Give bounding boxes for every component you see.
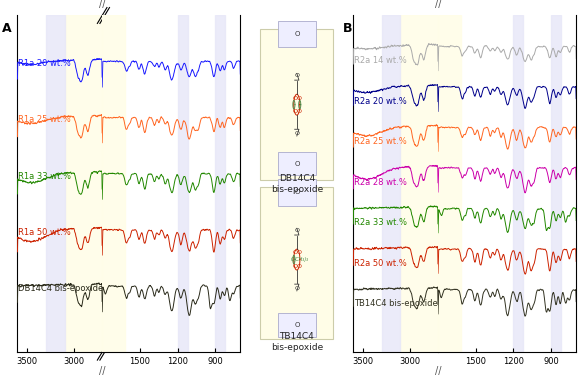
Bar bbox=[551, 15, 561, 352]
Text: O: O bbox=[296, 250, 301, 255]
FancyBboxPatch shape bbox=[278, 152, 316, 175]
Text: O: O bbox=[294, 131, 299, 136]
Bar bbox=[46, 15, 65, 352]
Text: A: A bbox=[2, 22, 12, 35]
Bar bbox=[65, 15, 102, 352]
Text: //: // bbox=[435, 366, 441, 376]
FancyBboxPatch shape bbox=[260, 29, 333, 180]
Text: O: O bbox=[294, 189, 300, 195]
Text: O: O bbox=[296, 264, 301, 269]
Text: DB14C4
bis-epoxide: DB14C4 bis-epoxide bbox=[271, 174, 323, 194]
FancyBboxPatch shape bbox=[278, 21, 316, 48]
Bar bbox=[178, 15, 187, 352]
Text: O: O bbox=[294, 228, 299, 233]
Text: O: O bbox=[294, 286, 299, 291]
Text: R2a 50 wt.%: R2a 50 wt.% bbox=[354, 259, 407, 267]
Bar bbox=[102, 15, 125, 352]
Text: R1a 33 wt.%: R1a 33 wt.% bbox=[18, 171, 71, 181]
Text: R2a 33 wt.%: R2a 33 wt.% bbox=[354, 218, 407, 227]
Text: O: O bbox=[296, 96, 301, 101]
Text: O: O bbox=[292, 250, 297, 255]
Text: O: O bbox=[292, 264, 297, 269]
Text: //: // bbox=[435, 0, 441, 9]
Bar bbox=[400, 15, 438, 352]
Bar bbox=[382, 15, 400, 352]
Text: DB14C4 bis-epoxide: DB14C4 bis-epoxide bbox=[18, 284, 103, 293]
Text: C(CH₃)₃: C(CH₃)₃ bbox=[290, 257, 309, 262]
Text: R2a 20 wt.%: R2a 20 wt.% bbox=[354, 96, 407, 106]
Text: TB14C4 bis-epoxide: TB14C4 bis-epoxide bbox=[354, 299, 438, 308]
Text: O: O bbox=[292, 109, 297, 114]
FancyBboxPatch shape bbox=[260, 187, 333, 339]
Text: R1a 25 wt.%: R1a 25 wt.% bbox=[18, 115, 70, 125]
Text: B: B bbox=[343, 22, 353, 35]
Text: R2a 14 wt.%: R2a 14 wt.% bbox=[354, 56, 407, 65]
Text: O: O bbox=[294, 73, 299, 78]
Text: R2a 28 wt.%: R2a 28 wt.% bbox=[354, 178, 407, 187]
Text: //: // bbox=[99, 0, 105, 9]
Text: TB14C4
bis-epoxide: TB14C4 bis-epoxide bbox=[271, 332, 323, 352]
Bar bbox=[513, 15, 523, 352]
Text: O: O bbox=[292, 96, 297, 101]
FancyBboxPatch shape bbox=[278, 179, 316, 206]
Text: O: O bbox=[294, 31, 300, 37]
FancyBboxPatch shape bbox=[278, 313, 316, 337]
Text: O: O bbox=[296, 109, 301, 114]
Text: O: O bbox=[294, 322, 300, 328]
Bar bbox=[215, 15, 225, 352]
Text: O: O bbox=[294, 161, 300, 167]
Text: R1a 50 wt.%: R1a 50 wt.% bbox=[18, 228, 70, 237]
Text: R2a 25 wt.%: R2a 25 wt.% bbox=[354, 137, 407, 146]
Bar bbox=[438, 15, 460, 352]
Text: R1a 20 wt.%: R1a 20 wt.% bbox=[18, 59, 70, 68]
Text: //: // bbox=[99, 366, 105, 376]
